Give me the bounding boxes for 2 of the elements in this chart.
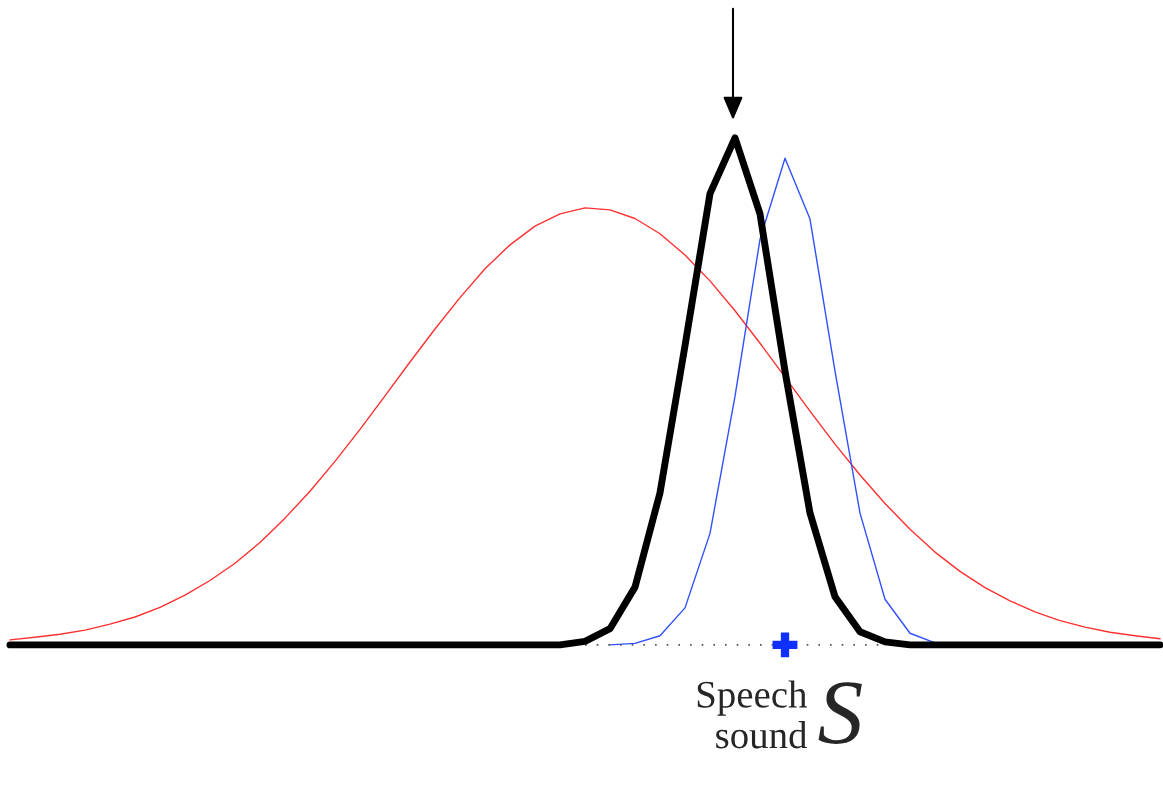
text: S — [818, 682, 862, 744]
text: Speech sound — [697, 680, 808, 749]
